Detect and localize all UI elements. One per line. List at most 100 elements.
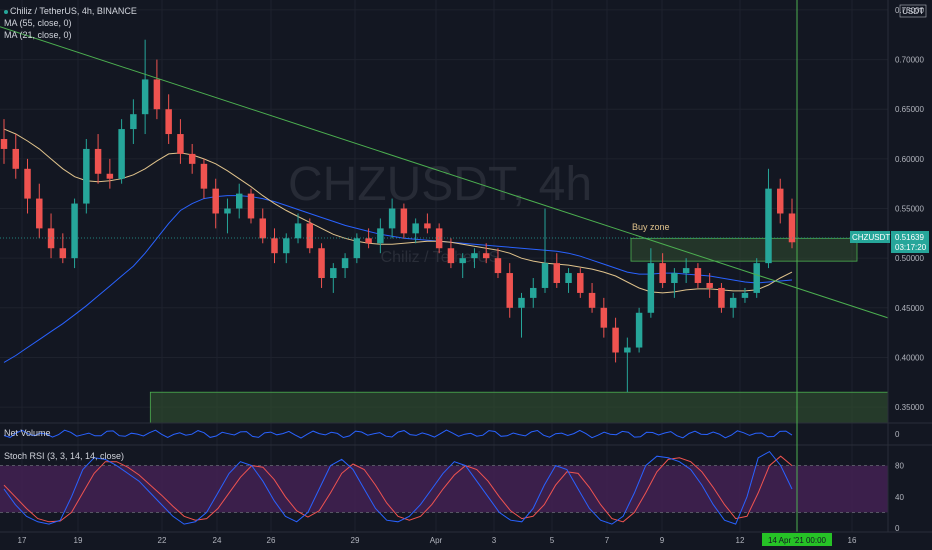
price-tick-label: 0.65000 — [895, 105, 924, 114]
candle-body — [177, 134, 184, 154]
price-value: 0.51639 — [895, 233, 924, 242]
candle-body — [494, 258, 502, 274]
lower-zone — [149, 391, 889, 424]
time-tick-label: 7 — [605, 536, 610, 545]
watermark-name: Chiliz / TetherUS — [381, 249, 500, 266]
candle-body — [259, 218, 266, 239]
candle-body — [471, 253, 478, 259]
symbol-legend[interactable]: Chiliz / TetherUS, 4h, BINANCE — [4, 6, 137, 16]
price-tick-label: 0.35000 — [895, 403, 924, 412]
buy-zone-rect — [630, 237, 858, 262]
candle-body — [318, 248, 325, 279]
stoch-d-series — [3, 455, 793, 523]
candle-body — [224, 208, 231, 214]
candle-body — [624, 347, 631, 353]
candle-body — [671, 273, 678, 283]
candle-body — [635, 312, 643, 348]
candle-body — [330, 268, 337, 279]
volume-legend[interactable]: Net Volume — [4, 428, 51, 438]
candle-body — [506, 273, 513, 308]
stoch-pane: 80 40 0 — [0, 450, 904, 533]
candle-body — [12, 148, 19, 169]
price-tick-label: 0.55000 — [895, 205, 924, 214]
candle-body — [553, 263, 561, 283]
candle-body — [200, 163, 208, 189]
net-volume-series — [3, 429, 793, 439]
time-tick-label: 24 — [213, 536, 222, 545]
time-tick-label: 22 — [158, 536, 167, 545]
candle-body — [565, 273, 572, 283]
candle-body — [718, 287, 725, 308]
stoch-legend[interactable]: Stoch RSI (3, 3, 14, 14, close) — [4, 451, 125, 461]
price-tick-label: 0.70000 — [895, 56, 924, 65]
price-value-bg — [891, 231, 929, 253]
candle-body — [306, 223, 314, 249]
candle-body — [212, 188, 219, 214]
price-tick-label: 0.45000 — [895, 304, 924, 313]
candle-body — [283, 238, 290, 254]
price-tick-label: 0.40000 — [895, 353, 924, 362]
candle-body — [765, 188, 772, 264]
stoch-tick-label: 0 — [895, 524, 900, 533]
candle-body — [682, 268, 690, 274]
candle-body — [753, 263, 760, 293]
price-tick-label: 0.50000 — [895, 254, 924, 263]
ma21-legend[interactable]: MA (21, close, 0) — [4, 30, 72, 40]
watermark-symbol: CHZUSDT, 4h — [288, 158, 592, 211]
candle-body — [188, 153, 196, 164]
time-tick-label: 9 — [660, 536, 665, 545]
candle-body — [541, 263, 549, 288]
candle-body — [165, 109, 172, 135]
candle-body — [424, 223, 431, 229]
price-tick-label: 0.60000 — [895, 155, 924, 164]
candle-body — [118, 129, 125, 179]
candle-body — [694, 268, 702, 283]
candle-body — [94, 148, 102, 174]
candle-body — [153, 79, 161, 110]
candle-body — [235, 193, 243, 209]
trendline-segment — [0, 26, 889, 319]
candle-body — [788, 213, 796, 243]
candle-body — [388, 208, 396, 229]
time-badge-bg — [762, 533, 832, 546]
ma21-series — [3, 128, 793, 294]
candle-body — [353, 238, 361, 259]
candle-body — [0, 139, 8, 149]
currency-badge[interactable]: USDT — [902, 7, 924, 16]
time-tick-label: 16 — [848, 536, 857, 545]
candle-body — [741, 292, 749, 298]
candle-body — [71, 203, 78, 259]
price-badge-symbol: CHZUSDT — [852, 233, 890, 242]
candle-body — [647, 263, 655, 313]
currency-badge-bg[interactable] — [899, 4, 927, 18]
candle-body — [294, 223, 302, 239]
candle-body — [83, 148, 90, 204]
candle-body — [659, 263, 666, 283]
candle-body — [141, 79, 149, 115]
ma21-line — [3, 128, 793, 294]
candle-body — [24, 168, 31, 199]
price-countdown: 03:17:20 — [895, 243, 927, 252]
candle-body — [400, 208, 408, 234]
candle-body — [588, 292, 596, 308]
candle-body — [36, 198, 43, 229]
price-axis: 0.75000 0.70000 0.65000 0.60000 0.55000 0.500… — [887, 0, 924, 532]
candle-body — [777, 188, 784, 214]
candle-body — [729, 297, 737, 308]
price-tick-label: 0.75000 — [895, 6, 924, 15]
time-tick-label: 12 — [736, 536, 745, 545]
time-tick-label: 3 — [492, 536, 497, 545]
ma55-legend[interactable]: MA (55, close, 0) — [4, 18, 72, 28]
time-tick-label: 29 — [351, 536, 360, 545]
candle-body — [365, 238, 372, 244]
time-tick-label: 19 — [74, 536, 83, 545]
candle-body — [377, 228, 384, 244]
time-tick-label: 5 — [550, 536, 555, 545]
buy-zone — [630, 237, 858, 262]
time-tick-label: 17 — [18, 536, 27, 545]
trendline[interactable] — [0, 26, 889, 319]
candle-body — [600, 307, 608, 328]
candle-body — [130, 114, 137, 130]
time-axis: 17 19 22 24 26 29 Apr 3 5 7 9 12 16 — [0, 531, 932, 545]
